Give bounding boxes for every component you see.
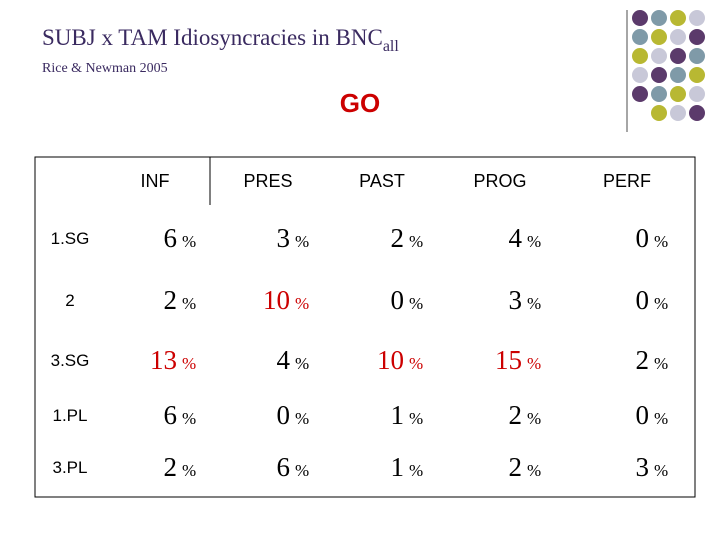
cell-unit: % <box>654 354 668 373</box>
cell-number: 4 <box>277 345 291 375</box>
cell-number: 0 <box>391 285 405 315</box>
cell-number: 3 <box>277 223 291 253</box>
cell-number: 0 <box>636 285 650 315</box>
cell-unit: % <box>527 409 541 428</box>
cell-number: 0 <box>636 400 650 430</box>
dot <box>632 10 648 26</box>
column-header: INF <box>141 171 170 191</box>
dot <box>651 48 667 64</box>
cell-unit: % <box>654 294 668 313</box>
cell-number: 3 <box>636 452 650 482</box>
column-header: PROG <box>473 171 526 191</box>
dot <box>670 86 686 102</box>
cell-unit: % <box>409 461 423 480</box>
row-label: 3.PL <box>53 458 88 477</box>
title: SUBJ x TAM Idiosyncracies in BNCall <box>42 25 399 55</box>
cell-number: 2 <box>164 285 178 315</box>
cell-number: 6 <box>164 400 178 430</box>
cell-unit: % <box>527 354 541 373</box>
cell-unit: % <box>295 409 309 428</box>
column-header: PRES <box>243 171 292 191</box>
cell-number: 6 <box>164 223 178 253</box>
cell-number: 4 <box>509 223 523 253</box>
cell-unit: % <box>182 232 196 251</box>
cell-unit: % <box>654 232 668 251</box>
cell-number: 6 <box>277 452 291 482</box>
cell-unit: % <box>409 294 423 313</box>
dot <box>632 67 648 83</box>
cell-unit: % <box>182 409 196 428</box>
cell-unit: % <box>295 294 309 313</box>
cell-unit: % <box>295 461 309 480</box>
column-header: PERF <box>603 171 651 191</box>
cell-number: 13 <box>150 345 177 375</box>
dot <box>689 48 705 64</box>
cell-number: 1 <box>391 452 405 482</box>
cell-unit: % <box>409 232 423 251</box>
dot <box>670 29 686 45</box>
dot <box>689 105 705 121</box>
cell-number: 1 <box>391 400 405 430</box>
dot <box>670 10 686 26</box>
dot <box>651 105 667 121</box>
cell-number: 2 <box>509 452 523 482</box>
title-text: SUBJ x TAM Idiosyncracies in BNC <box>42 25 383 50</box>
dot <box>689 29 705 45</box>
dot <box>651 10 667 26</box>
cell-unit: % <box>295 232 309 251</box>
column-header: PAST <box>359 171 405 191</box>
row-label: 3.SG <box>51 351 90 370</box>
dot <box>670 105 686 121</box>
cell-unit: % <box>182 354 196 373</box>
cell-unit: % <box>654 409 668 428</box>
dot <box>689 10 705 26</box>
cell-unit: % <box>527 294 541 313</box>
cell-number: 0 <box>636 223 650 253</box>
row-label: 1.PL <box>53 406 88 425</box>
dot <box>670 67 686 83</box>
row-label: 2 <box>65 291 74 310</box>
cell-number: 15 <box>495 345 522 375</box>
dot <box>632 29 648 45</box>
cell-number: 3 <box>509 285 523 315</box>
cell-unit: % <box>527 461 541 480</box>
title-subscript: all <box>383 38 400 55</box>
dot <box>651 29 667 45</box>
cell-unit: % <box>409 354 423 373</box>
dot <box>670 48 686 64</box>
dot <box>632 48 648 64</box>
cell-number: 0 <box>277 400 291 430</box>
cell-number: 2 <box>636 345 650 375</box>
cell-number: 2 <box>164 452 178 482</box>
table-border <box>34 156 696 498</box>
row-label: 1.SG <box>51 229 90 248</box>
cell-unit: % <box>295 354 309 373</box>
cell-number: 2 <box>509 400 523 430</box>
cell-unit: % <box>654 461 668 480</box>
dot <box>651 86 667 102</box>
dot <box>651 67 667 83</box>
cell-unit: % <box>527 232 541 251</box>
cell-unit: % <box>409 409 423 428</box>
dot <box>632 86 648 102</box>
cell-number: 2 <box>391 223 405 253</box>
heading: GO <box>340 88 380 118</box>
cell-number: 10 <box>263 285 290 315</box>
subtitle: Rice & Newman 2005 <box>42 61 168 76</box>
decoration <box>632 10 705 121</box>
cell-unit: % <box>182 294 196 313</box>
cell-number: 10 <box>377 345 404 375</box>
dot <box>689 86 705 102</box>
cell-unit: % <box>182 461 196 480</box>
dot <box>689 67 705 83</box>
